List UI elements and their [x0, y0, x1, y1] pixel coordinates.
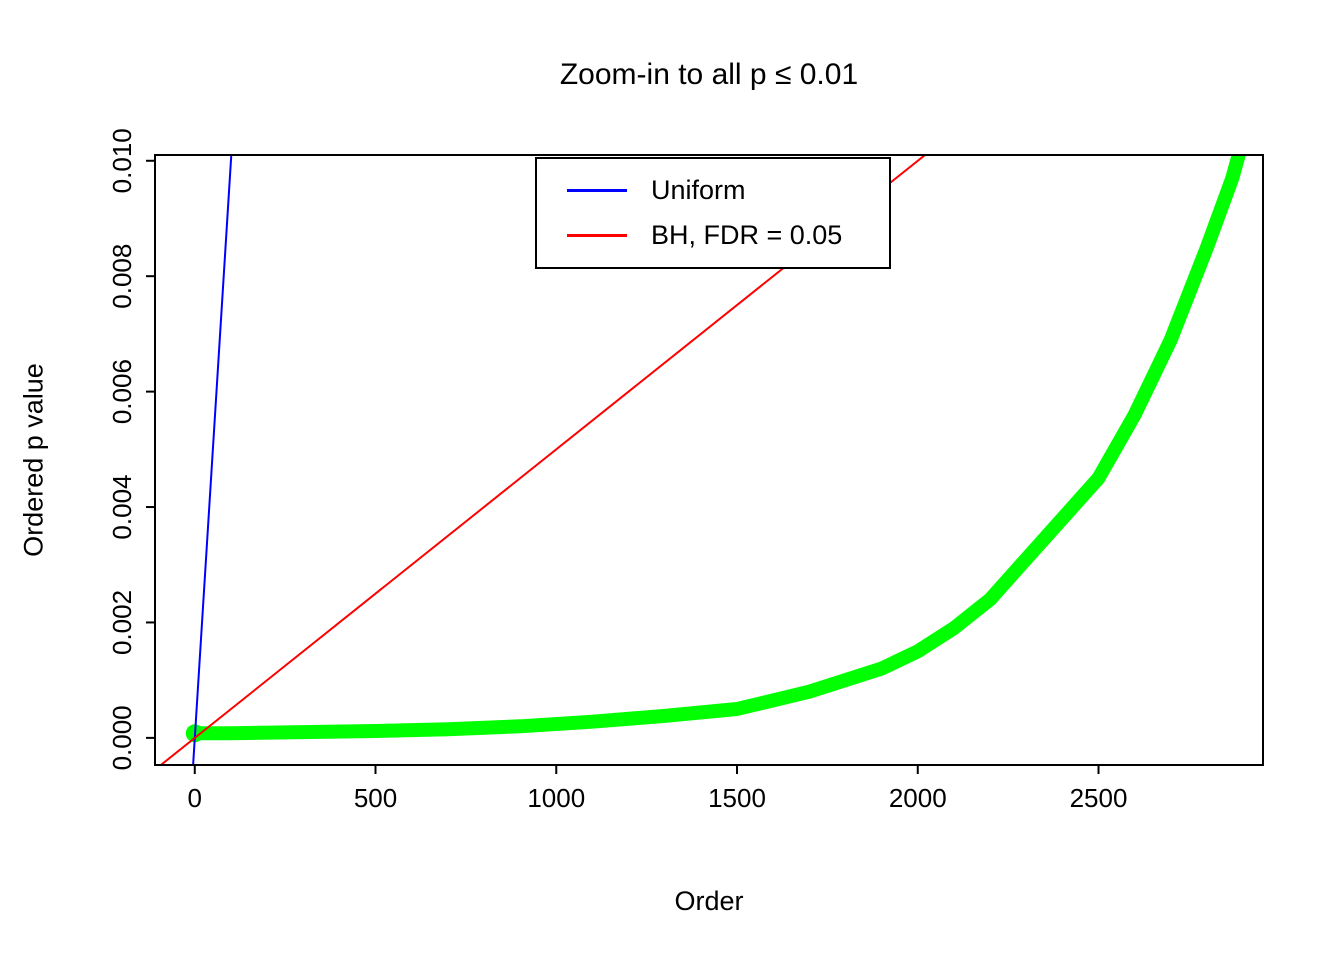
legend-item-uniform: Uniform — [567, 175, 889, 206]
bh-line-swatch — [567, 234, 627, 237]
y-tick-label: 0.000 — [107, 705, 137, 770]
x-tick-label: 1000 — [527, 783, 585, 813]
legend: Uniform BH, FDR = 0.05 — [535, 157, 891, 269]
x-tick-label: 2500 — [1070, 783, 1128, 813]
legend-label-uniform: Uniform — [651, 175, 746, 205]
uniform-line-swatch — [567, 189, 627, 192]
y-tick-label: 0.002 — [107, 590, 137, 655]
legend-item-bh: BH, FDR = 0.05 — [567, 220, 889, 251]
y-tick-label: 0.004 — [107, 474, 137, 539]
y-tick-label: 0.010 — [107, 128, 137, 193]
uniform-line — [192, 155, 233, 765]
y-tick-label: 0.006 — [107, 359, 137, 424]
x-tick-label: 0 — [188, 783, 202, 813]
pvalue-curve — [187, 155, 1246, 741]
x-tick-label: 1500 — [708, 783, 766, 813]
plot-box — [154, 154, 1264, 766]
plot-title: Zoom-in to all p ≤ 0.01 — [559, 58, 859, 91]
x-tick-label: 500 — [354, 783, 397, 813]
y-tick-label: 0.008 — [107, 244, 137, 309]
x-axis-label: Order — [674, 886, 744, 916]
legend-label-bh: BH, FDR = 0.05 — [651, 220, 843, 250]
x-tick-label: 2000 — [889, 783, 947, 813]
